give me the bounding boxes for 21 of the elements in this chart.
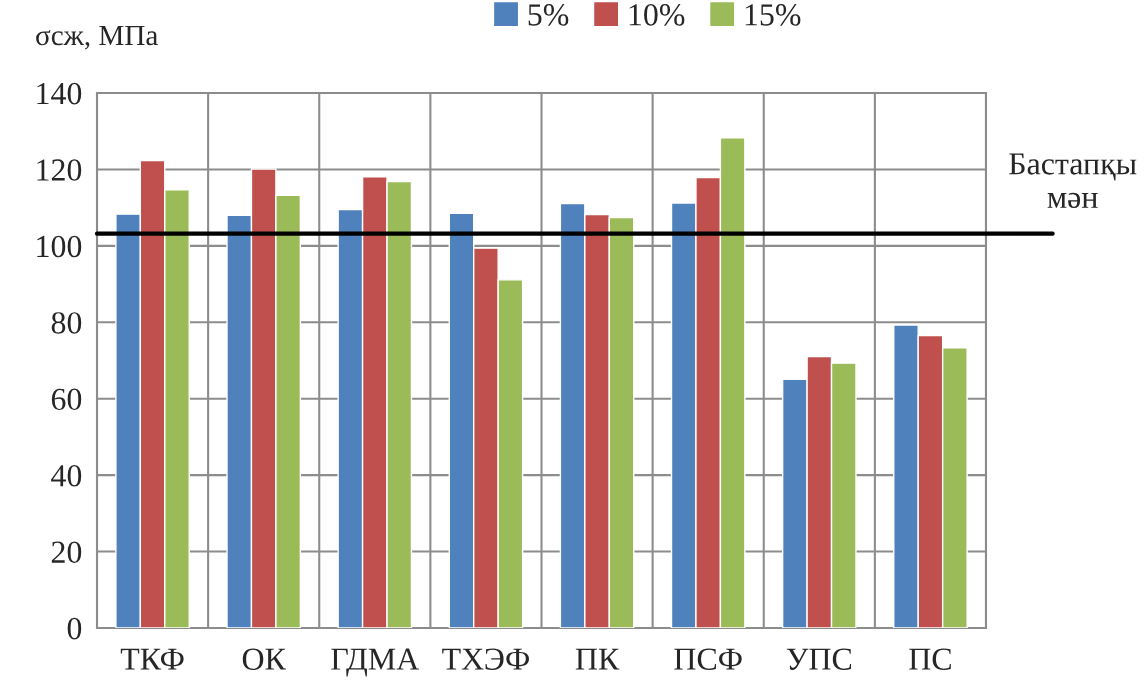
y-tick-label: 120 (37, 159, 82, 181)
y-tick-label: 20 (51, 541, 82, 563)
x-tick-label: ГДМА (331, 648, 420, 677)
legend-label: 15% (745, 4, 801, 26)
x-tick-label: ОК (242, 648, 286, 670)
y-tick-label: 40 (51, 464, 82, 487)
y-tick-label: 140 (37, 82, 82, 105)
y-axis-title: σсж, МПа (36, 25, 158, 50)
x-tick-label: ПСФ (674, 648, 742, 670)
x-tick-label: ТКФ (120, 648, 184, 670)
x-tick-label: ТХЭФ (442, 648, 529, 670)
x-tick-label: УПС (786, 648, 852, 670)
y-tick-label: 0 (67, 617, 82, 640)
legend-label: 5% (528, 4, 569, 26)
ref-line-label: Бастапқы мән (1009, 153, 1137, 209)
legend-label: 10% (629, 4, 685, 26)
y-tick-label: 60 (51, 388, 82, 411)
y-tick-label: 100 (37, 235, 82, 258)
x-tick-label: ПС (909, 648, 951, 670)
x-tick-label: ПК (575, 648, 620, 670)
y-tick-label: 80 (51, 312, 82, 334)
